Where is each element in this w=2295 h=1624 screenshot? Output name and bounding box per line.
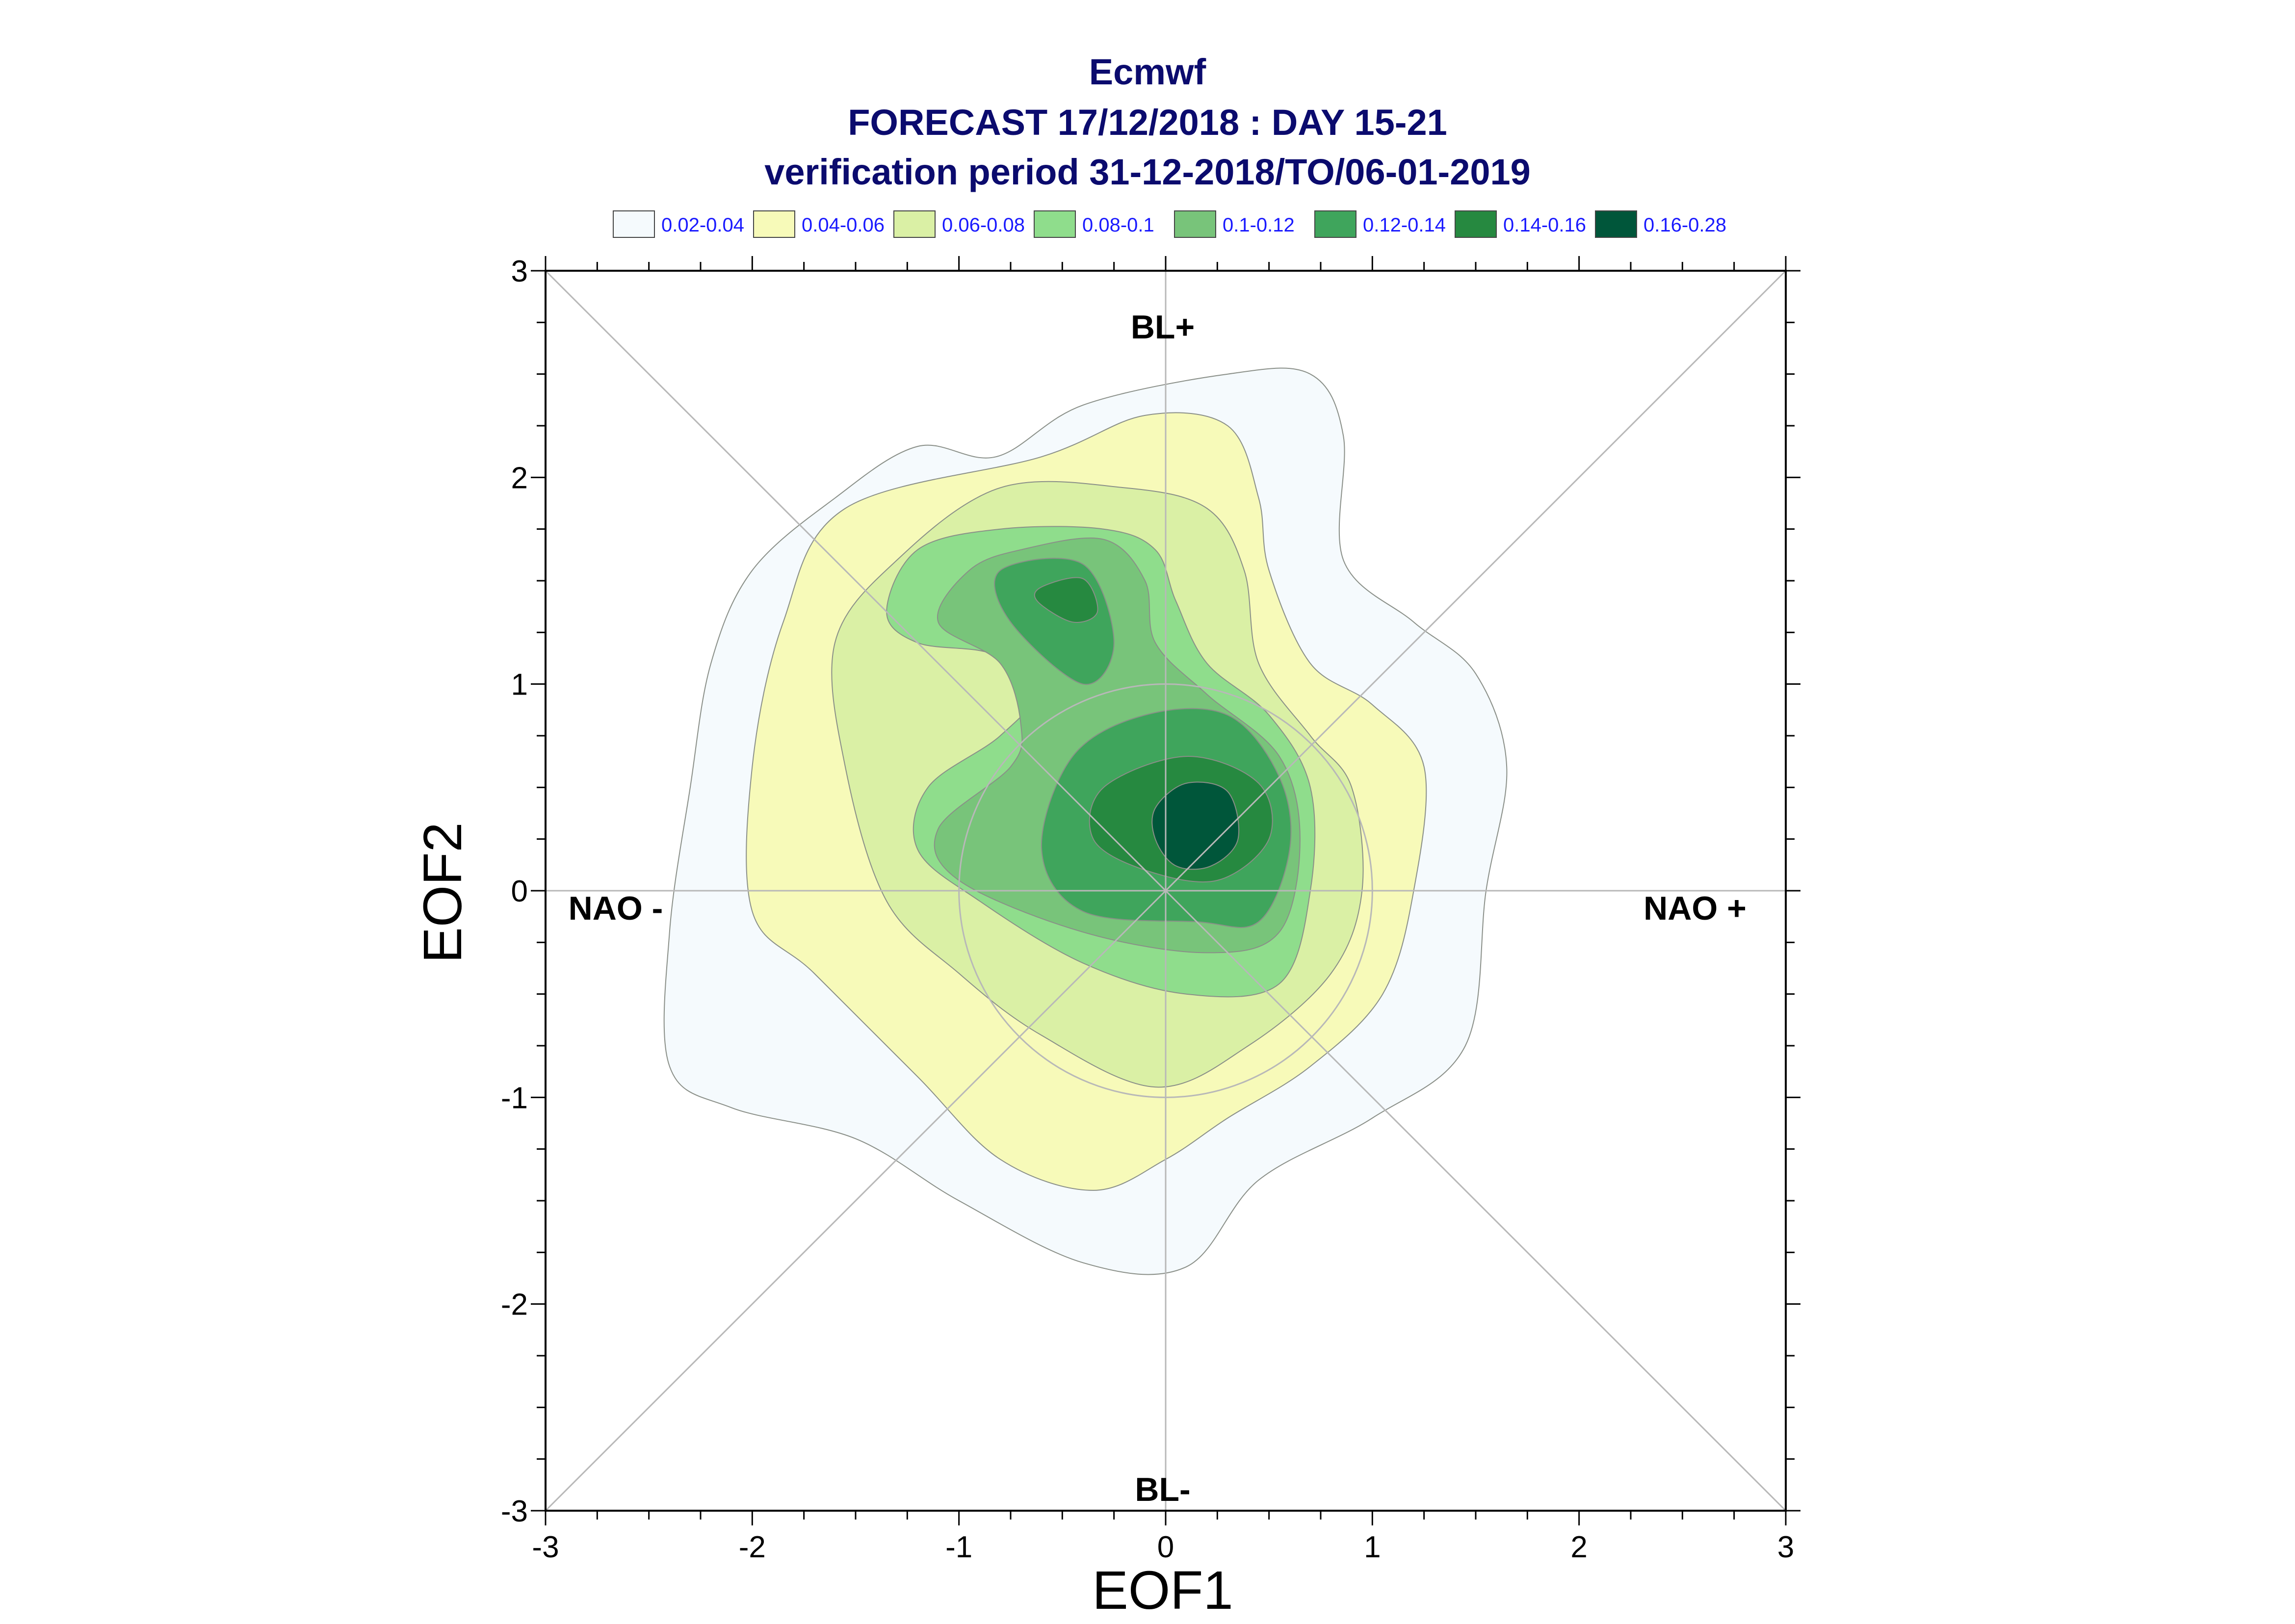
- y-tick-label: -2: [501, 1288, 528, 1322]
- chart-period: verification period 31-12-2018/TO/06-01-…: [764, 152, 1531, 192]
- regime-label-nao-minus: NAO -: [569, 890, 663, 927]
- legend-swatch-7: [1595, 210, 1637, 238]
- x-tick-label: -2: [739, 1530, 766, 1564]
- y-tick-label: 0: [511, 875, 528, 908]
- plot-area: -3 -2 -1 0 1 2 3 -3 -2 -1 0 1 2 3: [501, 255, 1800, 1564]
- guide-lines: [545, 270, 1787, 1512]
- legend: 0.02-0.04 0.04-0.06 0.06-0.08 0.08-0.1 0.1-0…: [613, 210, 1726, 238]
- legend-swatch-1: [753, 210, 795, 238]
- x-tick-label: 1: [1364, 1530, 1381, 1564]
- y-tick-label: -3: [501, 1495, 528, 1528]
- legend-label-6: 0.14-0.16: [1503, 214, 1586, 236]
- legend-swatch-6: [1455, 210, 1497, 238]
- legend-swatch-2: [893, 210, 936, 238]
- y-tick-label: 1: [511, 668, 528, 702]
- legend-swatch-5: [1314, 210, 1356, 238]
- axis-ticks: -3 -2 -1 0 1 2 3 -3 -2 -1 0 1 2 3: [501, 255, 1800, 1564]
- legend-swatch-4: [1174, 210, 1216, 238]
- guide-circle-0: [958, 683, 1373, 1098]
- density-contours: [663, 367, 1508, 1275]
- chart-subtitle: FORECAST 17/12/2018 : DAY 15-21: [848, 102, 1447, 143]
- x-tick-label: -3: [532, 1530, 559, 1564]
- contour-9: [1151, 781, 1240, 870]
- y-tick-label: 3: [511, 255, 528, 288]
- legend-label-5: 0.12-0.14: [1363, 214, 1446, 236]
- x-tick-label: -1: [945, 1530, 972, 1564]
- x-tick-label: 3: [1777, 1530, 1794, 1564]
- contour-7: [1034, 577, 1098, 623]
- legend-label-0: 0.02-0.04: [661, 214, 744, 236]
- legend-label-7: 0.16-0.28: [1643, 214, 1726, 236]
- y-tick-label: 2: [511, 461, 528, 495]
- chart-title: Ecmwf: [1089, 52, 1206, 92]
- legend-label-3: 0.08-0.1: [1082, 214, 1154, 236]
- x-axis-title: EOF1: [1092, 1560, 1233, 1621]
- y-tick-label: -1: [501, 1081, 528, 1115]
- legend-label-4: 0.1-0.12: [1223, 214, 1295, 236]
- regime-label-bl-minus: BL-: [1135, 1471, 1190, 1508]
- regime-label-bl-plus: BL+: [1131, 309, 1195, 346]
- legend-swatch-3: [1034, 210, 1076, 238]
- legend-swatch-0: [613, 210, 655, 238]
- regime-label-nao-plus: NAO +: [1643, 890, 1747, 927]
- legend-label-1: 0.04-0.06: [802, 214, 885, 236]
- legend-label-2: 0.06-0.08: [942, 214, 1025, 236]
- x-tick-label: 2: [1570, 1530, 1587, 1564]
- y-axis-title: EOF2: [413, 822, 473, 963]
- x-tick-label: 0: [1157, 1530, 1174, 1564]
